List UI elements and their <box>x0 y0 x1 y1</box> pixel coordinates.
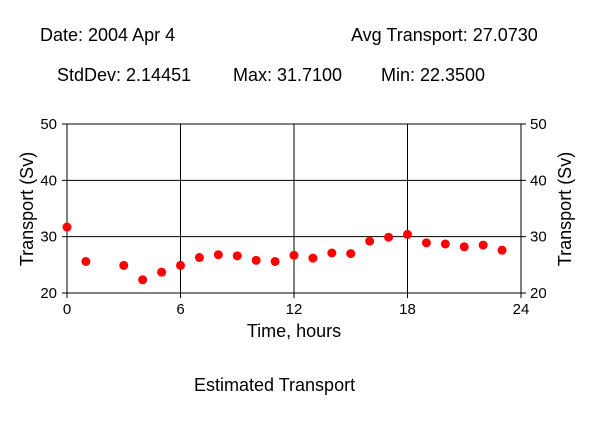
data-point <box>251 255 261 265</box>
data-point <box>119 260 129 270</box>
y-axis-label-right: Transport (Sv) <box>555 152 575 266</box>
y-tick-label-left: 50 <box>40 116 57 133</box>
y-tick-label-left: 40 <box>40 172 57 189</box>
data-point <box>81 256 91 266</box>
x-tick-label: 12 <box>286 301 303 318</box>
data-point <box>403 229 412 239</box>
grid-lines <box>67 124 521 293</box>
y-tick-label-right: 30 <box>530 229 547 246</box>
x-tick-label: 0 <box>63 301 71 318</box>
date-label: Date: 2004 Apr 4 <box>40 25 176 45</box>
y-tick-label-right: 20 <box>530 285 547 302</box>
data-point <box>327 248 337 258</box>
y-tick-label-left: 30 <box>40 229 57 246</box>
data-point <box>157 267 167 277</box>
data-point <box>194 253 204 263</box>
y-axis-label-left: Transport (Sv) <box>17 152 37 266</box>
data-point <box>478 240 488 250</box>
y-tick-label-right: 50 <box>530 116 547 133</box>
data-point <box>213 250 223 260</box>
x-tick-label: 18 <box>399 301 416 318</box>
data-point <box>346 249 356 259</box>
data-point <box>62 222 72 232</box>
data-point <box>440 239 450 249</box>
data-point <box>459 242 469 252</box>
data-point <box>365 236 375 246</box>
y-tick-label-left: 20 <box>40 285 57 302</box>
data-point <box>421 238 431 248</box>
stddev-label: StdDev: 2.14451 <box>57 65 192 85</box>
chart-caption: Estimated Transport <box>194 375 356 395</box>
x-axis-label: Time, hours <box>247 321 341 341</box>
data-point <box>289 250 299 260</box>
data-point <box>497 245 507 255</box>
x-tick-label: 6 <box>176 301 184 318</box>
min-label: Min: 22.3500 <box>381 65 486 85</box>
data-point <box>176 260 185 270</box>
x-tick-label: 24 <box>513 301 530 318</box>
max-label: Max: 31.7100 <box>233 65 343 85</box>
avg-transport-label: Avg Transport: 27.0730 <box>351 25 538 45</box>
data-point <box>138 275 148 285</box>
data-point <box>270 256 280 266</box>
data-point <box>384 232 394 242</box>
data-point <box>232 251 242 261</box>
data-point <box>308 253 318 263</box>
data-points <box>62 222 507 285</box>
y-tick-label-right: 40 <box>530 172 547 189</box>
